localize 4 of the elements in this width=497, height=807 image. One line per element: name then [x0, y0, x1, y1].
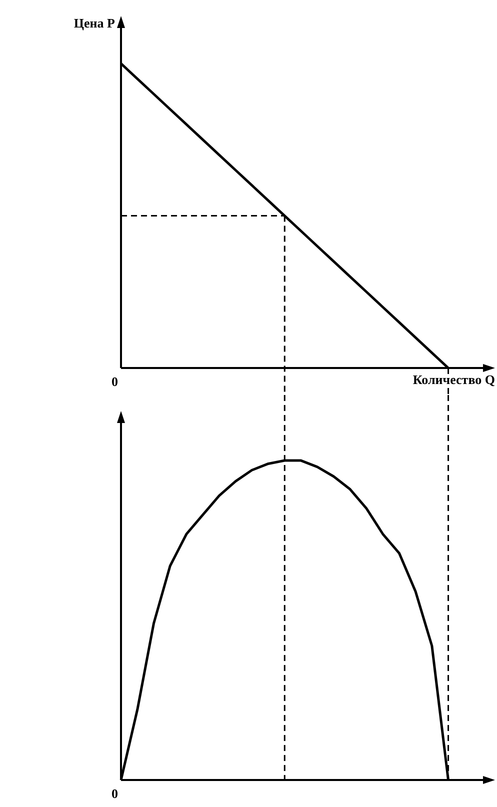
text: 0 — [112, 374, 118, 389]
text: 0 — [112, 786, 118, 801]
y-axis-title: Цена P — [74, 15, 116, 30]
x-axis-title: Количество Q — [412, 372, 495, 387]
